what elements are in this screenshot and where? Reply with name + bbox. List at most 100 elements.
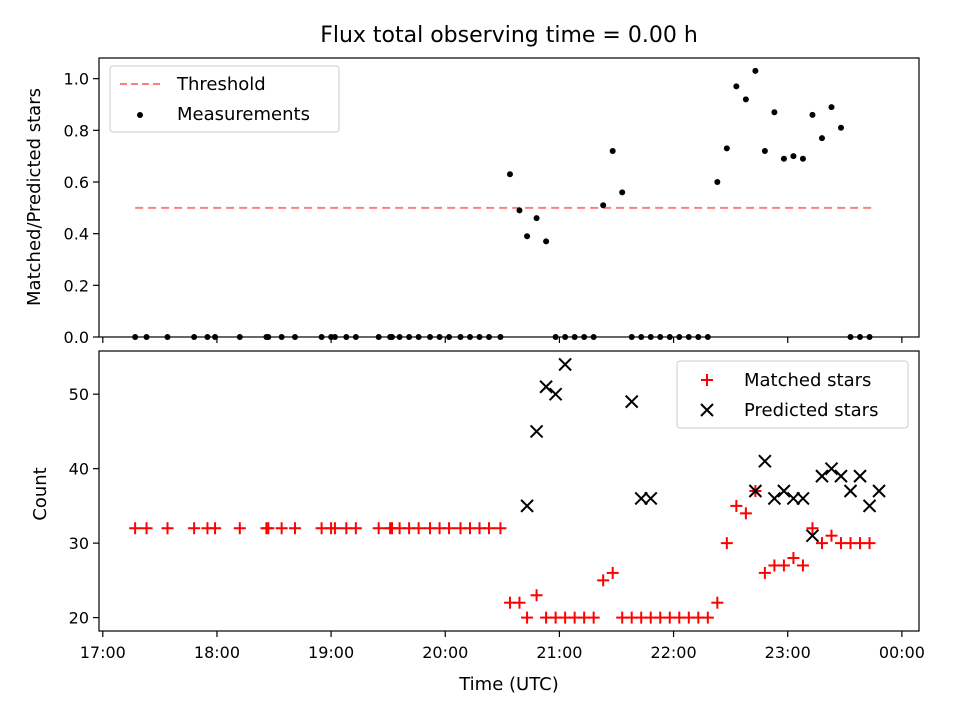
measurement-point [543, 238, 550, 245]
legend-threshold-label: Threshold [176, 74, 266, 95]
bottom-axes-frame [98, 350, 920, 632]
predicted-star-point [853, 469, 867, 483]
matched-star-point [140, 522, 153, 535]
measurement-point [771, 109, 778, 116]
matched-star-point [412, 522, 425, 535]
matched-star-point [806, 522, 819, 535]
measurement-point [714, 179, 721, 185]
top-ytick-label: 0.4 [64, 225, 89, 244]
predicted-star-point [558, 357, 572, 372]
legend-measurements-swatch [137, 112, 143, 118]
matched-star-point [275, 522, 288, 535]
matched-star-point [328, 522, 341, 535]
top-ylabel: Matched/Predicted stars [24, 88, 45, 306]
matched-star-point [161, 522, 174, 535]
bottom-xtick-label: 17:00 [80, 643, 126, 662]
matched-star-point [739, 507, 752, 520]
top-axes-frame [98, 57, 920, 338]
matched-star-point [711, 596, 724, 609]
measurement-point [516, 207, 523, 214]
predicted-star-point [520, 499, 534, 513]
measurement-point [828, 104, 835, 111]
matched-star-point [530, 589, 543, 602]
predicted-star-point [872, 484, 886, 498]
measurement-point [733, 83, 740, 90]
predicted-star-point [529, 424, 544, 439]
top-ytick-label: 0.0 [64, 328, 89, 347]
matched-star-point [825, 529, 838, 542]
measurement-point [619, 189, 626, 196]
matched-star-point [587, 611, 600, 624]
predicted-star-point [644, 491, 658, 506]
top-ytick-label: 0.6 [64, 173, 89, 192]
top-ytick-label: 1.0 [64, 70, 89, 89]
matched-star-point [209, 522, 222, 535]
matched-star-point [521, 611, 534, 624]
bottom-xtick-label: 18:00 [194, 643, 240, 662]
measurement-point [809, 111, 816, 118]
measurement-point [799, 155, 806, 162]
bottom-ytick-label: 40 [69, 460, 89, 479]
measurement-point [790, 153, 797, 160]
top-legend: Threshold Measurements [109, 65, 340, 133]
matched-star-point [863, 537, 876, 550]
top-ytick-label: 0.2 [64, 276, 89, 295]
predicted-star-point [758, 454, 772, 468]
bottom-plot-area [129, 357, 886, 624]
measurement-point [818, 135, 825, 142]
matched-star-point [483, 522, 496, 535]
matched-star-point [730, 499, 743, 512]
matched-star-point [262, 522, 275, 535]
predicted-star-point [824, 461, 839, 476]
bottom-legend-box [676, 360, 909, 429]
bottom-ylabel: Count [30, 467, 51, 520]
matched-star-point [606, 566, 619, 579]
predicted-star-point [805, 528, 820, 543]
measurement-point [752, 67, 759, 74]
bottom-xtick-label: 22:00 [651, 643, 697, 662]
legend-predicted-label: Predicted stars [744, 400, 878, 421]
measurement-point [609, 148, 616, 154]
predicted-star-point [862, 499, 877, 513]
predicted-star-point [843, 484, 858, 498]
measurement-point [506, 171, 513, 178]
predicted-star-point [625, 394, 639, 409]
predicted-star-point [634, 491, 648, 506]
matched-star-point [720, 537, 733, 550]
measurement-point [742, 96, 749, 103]
bottom-ytick-label: 20 [69, 609, 89, 628]
bottom-xtick-label: 20:00 [422, 643, 468, 662]
measurement-point [600, 202, 607, 209]
matched-star-point [129, 522, 142, 535]
measurement-point [723, 145, 730, 152]
matched-star-point [443, 522, 456, 535]
matched-star-point [787, 552, 800, 565]
matched-star-point [701, 611, 714, 624]
bottom-xlabel: Time (UTC) [458, 674, 559, 695]
predicted-star-point [815, 469, 829, 483]
bottom-ytick-label: 50 [69, 385, 89, 404]
measurement-point [837, 124, 844, 131]
matched-star-point [815, 537, 828, 550]
bottom-xtick-label: 23:00 [765, 643, 811, 662]
matched-star-point [372, 522, 385, 535]
predicted-star-point [834, 469, 848, 483]
matched-star-point [796, 559, 809, 572]
matched-star-point [288, 522, 301, 535]
predicted-star-point [748, 484, 763, 498]
top-ytick-label: 0.8 [64, 121, 89, 140]
predicted-star-point [786, 491, 801, 506]
matched-star-point [777, 559, 790, 572]
measurement-point [761, 148, 768, 154]
matched-star-point [597, 574, 610, 587]
predicted-star-point [767, 491, 782, 506]
bottom-xtick-label: 19:00 [308, 643, 354, 662]
matched-star-point [233, 522, 246, 535]
predicted-star-point [777, 484, 791, 498]
measurement-point [780, 155, 787, 162]
legend-predicted-swatch [700, 403, 714, 417]
matched-star-point [188, 522, 201, 535]
chart-title: Flux total observing time = 0.00 h [320, 23, 698, 48]
matched-star-point [349, 522, 362, 535]
